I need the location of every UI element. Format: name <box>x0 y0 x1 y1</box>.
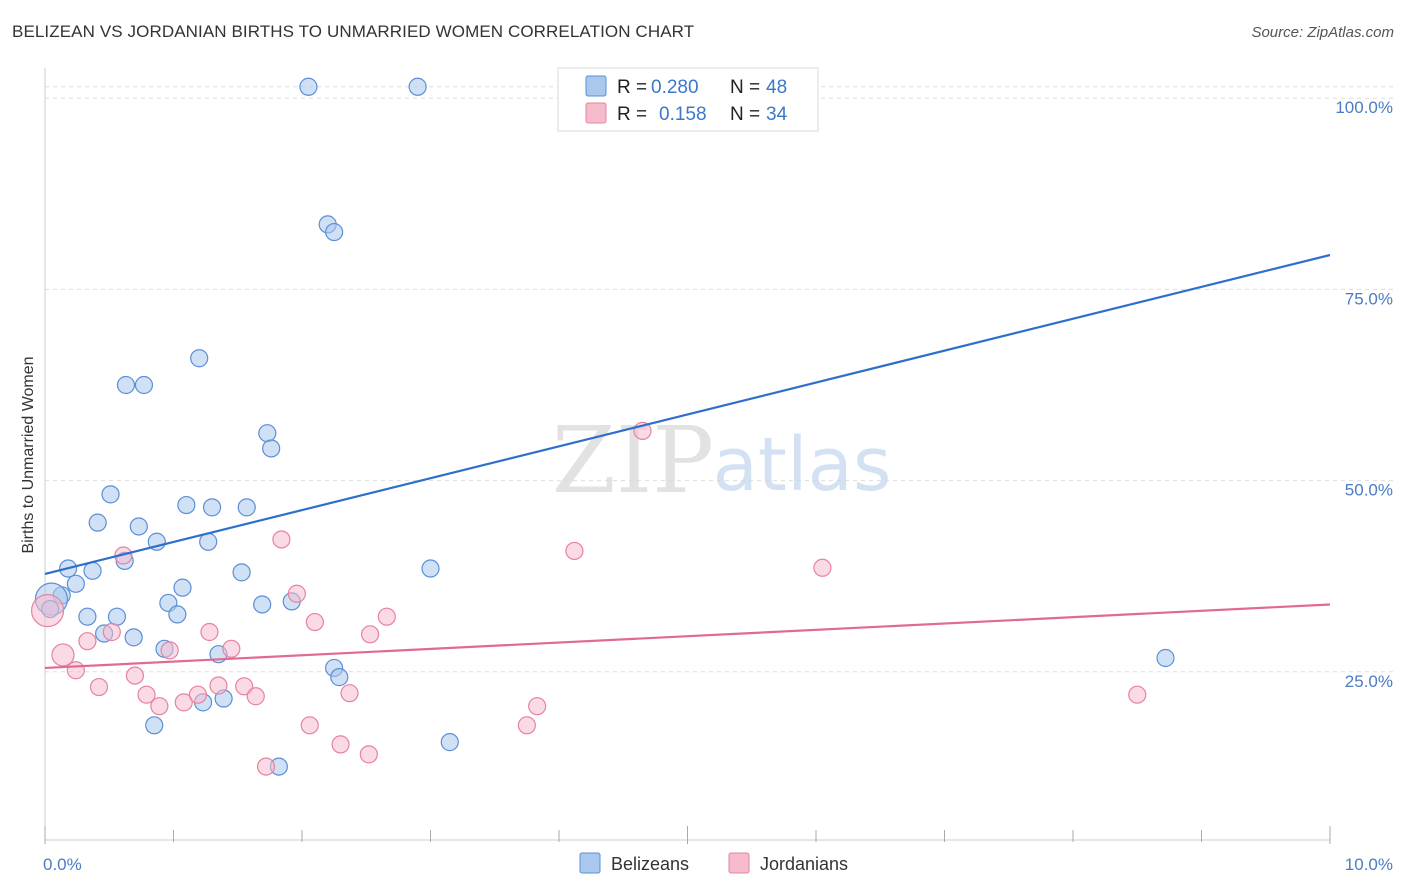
data-point <box>202 498 222 517</box>
data-point <box>232 563 251 582</box>
axes <box>44 68 1331 844</box>
trend-line <box>44 603 1331 670</box>
data-point <box>209 676 228 695</box>
chart-title: BELIZEAN VS JORDANIAN BIRTHS TO UNMARRIE… <box>12 22 695 41</box>
data-point <box>440 733 459 752</box>
legend-n-label-jordanians: N = <box>730 104 760 125</box>
data-point <box>177 495 196 515</box>
legend-r-label-belizeans: R = <box>617 77 647 98</box>
data-point <box>258 424 277 443</box>
data-point <box>174 693 193 712</box>
data-point <box>565 541 584 561</box>
data-point <box>190 349 209 368</box>
data-point <box>331 735 350 754</box>
y-tick-label: 25.0% <box>1345 672 1393 691</box>
data-point <box>272 530 291 549</box>
data-point <box>129 517 148 536</box>
x-tick-label: 10.0% <box>1345 855 1393 874</box>
legend-n-value-jordanians: 34 <box>766 104 788 125</box>
data-point <box>1156 648 1175 668</box>
data-point <box>813 558 832 577</box>
data-point <box>101 485 120 504</box>
data-point <box>262 439 281 458</box>
data-point <box>325 222 344 242</box>
data-point <box>361 625 380 644</box>
data-point <box>145 716 164 735</box>
bottom-legend-swatch-jordanians <box>728 852 750 874</box>
data-point <box>359 745 378 764</box>
data-point <box>253 595 272 614</box>
chart-source: Source: ZipAtlas.com <box>1251 24 1394 41</box>
data-point <box>168 605 187 624</box>
data-point <box>125 666 145 685</box>
data-point <box>116 375 136 395</box>
trend-lines <box>44 253 1331 670</box>
data-point <box>30 593 65 628</box>
legend-r-label-jordanians: R = <box>617 104 647 125</box>
data-point <box>340 684 359 703</box>
data-point <box>287 584 306 603</box>
bottom-legend-belizeans: Belizeans <box>611 854 689 874</box>
data-point <box>1128 685 1147 704</box>
legend-r-value-jordanians: 0.158 <box>659 104 707 125</box>
data-point <box>408 77 427 96</box>
data-point <box>102 622 121 642</box>
y-tick-label: 50.0% <box>1345 481 1393 500</box>
data-point <box>137 685 156 704</box>
legend-swatch-jordanians <box>585 102 607 124</box>
data-point <box>305 612 324 632</box>
data-point <box>51 643 75 667</box>
y-tick-label: 100.0% <box>1335 98 1393 117</box>
data-point <box>124 628 143 647</box>
bottom-legend: Belizeans Jordanians <box>579 852 848 874</box>
data-point <box>300 716 319 735</box>
data-point <box>107 607 127 626</box>
data-point <box>330 668 349 687</box>
data-point <box>134 375 154 395</box>
data-point <box>188 685 208 704</box>
data-point <box>89 677 109 697</box>
data-point <box>299 77 318 96</box>
y-tick-label: 75.0% <box>1345 289 1393 308</box>
bottom-legend-swatch-belizeans <box>579 852 601 874</box>
watermark-atlas: atlas <box>713 422 892 508</box>
series-belizeans-points <box>34 77 1175 776</box>
legend-box: R = 0.280 N = 48 R = 0.158 N = 34 <box>557 67 819 132</box>
y-tick-labels: 25.0% 50.0% 75.0% 100.0% <box>1335 98 1393 691</box>
data-point <box>246 687 265 706</box>
data-point <box>256 757 276 776</box>
data-point <box>235 677 254 696</box>
watermark-zip: ZIP <box>552 407 714 514</box>
data-point <box>150 697 169 716</box>
data-point <box>78 632 97 651</box>
data-point <box>83 561 102 580</box>
data-point <box>377 607 396 626</box>
x-tick-labels: 0.0% 10.0% <box>43 855 1393 874</box>
data-point <box>528 697 547 716</box>
legend-n-label-belizeans: N = <box>730 77 760 98</box>
legend-swatch-belizeans <box>585 75 607 97</box>
data-point <box>517 716 536 735</box>
grid-lines <box>45 86 1395 673</box>
data-point <box>66 661 85 680</box>
data-point <box>66 574 85 593</box>
data-point <box>421 559 440 578</box>
trend-line <box>44 253 1331 575</box>
data-point <box>160 641 179 660</box>
data-point <box>200 622 219 642</box>
y-axis-label: Births to Unmarried Women <box>20 356 37 553</box>
bottom-legend-jordanians: Jordanians <box>760 854 848 874</box>
x-tick-label: 0.0% <box>43 855 82 874</box>
watermark: ZIP atlas <box>552 407 892 514</box>
data-point <box>222 639 241 658</box>
legend-r-value-belizeans: 0.280 <box>651 77 699 98</box>
data-point <box>78 607 97 626</box>
series-jordanians-points <box>30 421 1147 776</box>
legend-n-value-belizeans: 48 <box>766 77 787 98</box>
data-point <box>88 513 107 532</box>
data-point <box>173 578 192 597</box>
data-point <box>237 498 256 517</box>
